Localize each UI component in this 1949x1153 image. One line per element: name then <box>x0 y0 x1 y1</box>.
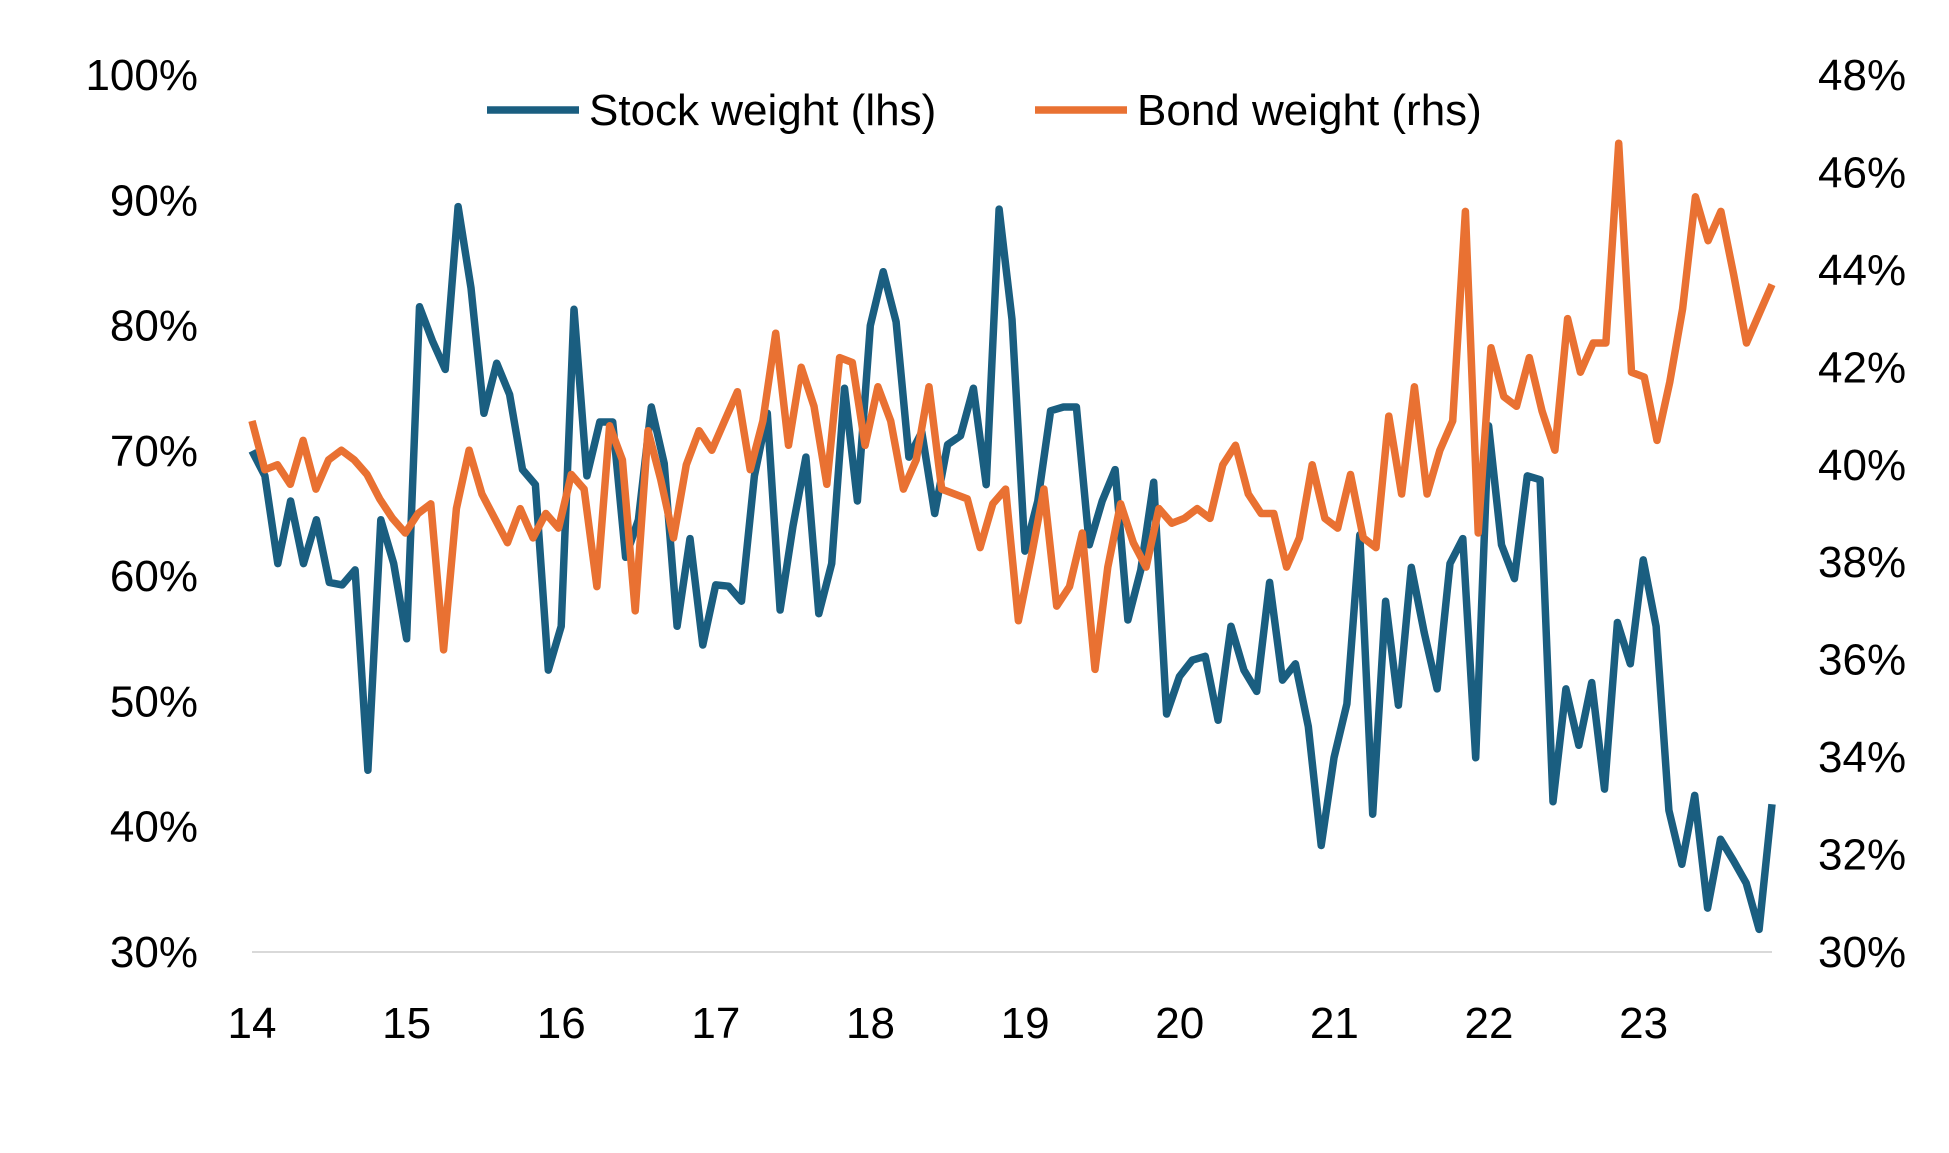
right-axis-ticks: 30% 32% 34% 36% 38% 40% 42% 44% 46% 48% <box>1818 51 1906 977</box>
legend-label-stock-weight: Stock weight (lhs) <box>589 86 936 135</box>
legend: Stock weight (lhs) Bond weight (rhs) <box>487 86 1482 135</box>
right-axis-tick-label: 36% <box>1818 636 1906 685</box>
x-axis-ticks: 14 15 16 17 18 19 20 21 22 23 <box>228 999 1669 1048</box>
right-axis-tick-label: 46% <box>1818 148 1906 197</box>
legend-label-bond-weight: Bond weight (rhs) <box>1137 86 1482 135</box>
series-line-bond-weight <box>248 139 1776 674</box>
left-axis-ticks: 30% 40% 50% 60% 70% 80% 90% 100% <box>85 51 198 977</box>
x-axis-tick-label: 18 <box>846 999 895 1048</box>
left-axis-tick-label: 50% <box>110 677 198 726</box>
x-axis-tick-label: 17 <box>691 999 740 1048</box>
x-axis-tick-label: 22 <box>1465 999 1514 1048</box>
right-axis-tick-label: 30% <box>1818 928 1906 977</box>
right-axis-tick-label: 34% <box>1818 733 1906 782</box>
right-axis-tick-label: 32% <box>1818 831 1906 880</box>
x-axis-tick-label: 15 <box>382 999 431 1048</box>
right-axis-tick-label: 40% <box>1818 441 1906 490</box>
left-axis-tick-label: 100% <box>85 51 198 100</box>
left-axis-tick-label: 70% <box>110 427 198 476</box>
series-line-stock-weight <box>248 202 1776 934</box>
x-axis-tick-label: 14 <box>228 999 277 1048</box>
series-lines <box>248 139 1776 934</box>
left-axis-tick-label: 80% <box>110 302 198 351</box>
left-axis-tick-label: 90% <box>110 176 198 225</box>
right-axis-tick-label: 38% <box>1818 538 1906 587</box>
left-axis-tick-label: 40% <box>110 803 198 852</box>
x-axis-tick-label: 21 <box>1310 999 1359 1048</box>
right-axis-tick-label: 42% <box>1818 343 1906 392</box>
x-axis-tick-label: 20 <box>1155 999 1204 1048</box>
x-axis-tick-label: 16 <box>537 999 586 1048</box>
left-axis-tick-label: 60% <box>110 552 198 601</box>
left-axis-tick-label: 30% <box>110 928 198 977</box>
right-axis-tick-label: 44% <box>1818 246 1906 295</box>
x-axis-tick-label: 19 <box>1001 999 1050 1048</box>
x-axis-tick-label: 23 <box>1619 999 1668 1048</box>
right-axis-tick-label: 48% <box>1818 51 1906 100</box>
